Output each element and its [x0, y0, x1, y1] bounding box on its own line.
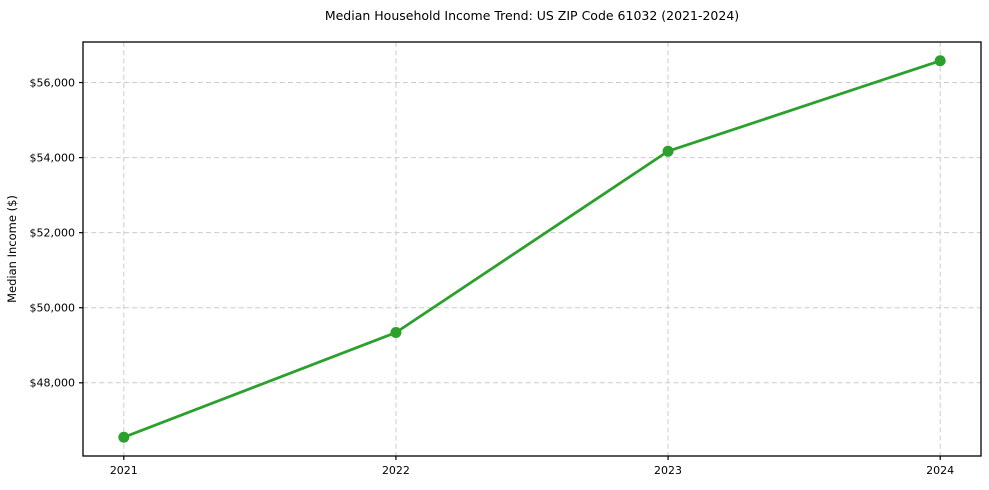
data-point-marker	[118, 431, 130, 443]
x-tick-label: 2022	[382, 464, 410, 477]
grid-layer	[83, 42, 981, 456]
axis-layer: $48,000 $50,000 $52,000 $54,000 $56,000 2021 2…	[30, 41, 982, 477]
x-tick-label: 2023	[654, 464, 682, 477]
income-trend-line	[122, 59, 942, 439]
y-tick-label: $52,000	[30, 226, 76, 239]
chart-title: Median Household Income Trend: US ZIP Co…	[325, 8, 739, 23]
y-tick-label: $48,000	[30, 377, 76, 390]
y-tick-label: $50,000	[30, 301, 76, 314]
plot-border	[82, 41, 982, 457]
data-point-marker	[934, 55, 946, 67]
x-tick-label: 2024	[926, 464, 954, 477]
data-point-marker	[662, 145, 674, 157]
x-tick-label: 2021	[110, 464, 138, 477]
y-axis-label: Median Income ($)	[5, 195, 19, 303]
y-tick-label: $56,000	[30, 76, 76, 89]
y-tick-label: $54,000	[30, 151, 76, 164]
data-point-marker	[390, 327, 402, 339]
data-series-layer	[118, 55, 946, 443]
